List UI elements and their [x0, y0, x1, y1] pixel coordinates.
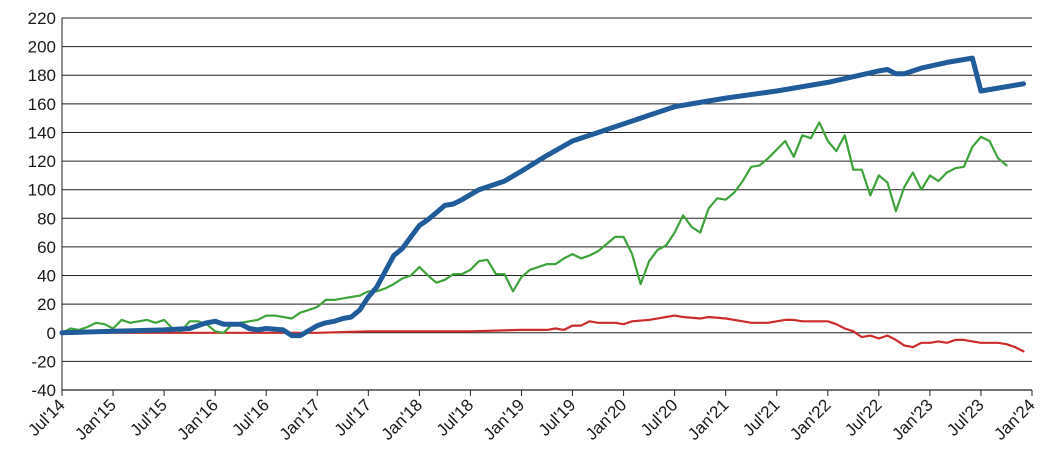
x-tick-label: Jul'23 — [943, 395, 987, 439]
x-tick-label: Jan'23 — [888, 395, 936, 443]
x-tick-label: Jul'20 — [637, 395, 681, 439]
x-tick-label: Jan'16 — [173, 395, 221, 443]
x-tick-label: Jul'21 — [739, 395, 783, 439]
y-tick-label: 0 — [47, 324, 56, 343]
x-tick-label: Jan'21 — [684, 395, 732, 443]
y-tick-label: 160 — [28, 95, 56, 114]
x-tick-label: Jan'15 — [71, 395, 119, 443]
y-tick-label: 220 — [28, 9, 56, 28]
x-tick-label: Jan'19 — [480, 395, 528, 443]
x-tick-label: Jul'15 — [126, 395, 170, 439]
x-tick-label: Jan'17 — [276, 395, 324, 443]
x-tick-label: Jul'17 — [331, 395, 375, 439]
x-tick-label: Jul'14 — [24, 395, 68, 439]
y-tick-label: -20 — [31, 352, 56, 371]
x-tick-label: Jul'19 — [535, 395, 579, 439]
x-tick-label: Jan'18 — [378, 395, 426, 443]
y-tick-label: 180 — [28, 66, 56, 85]
y-tick-label: 20 — [37, 295, 56, 314]
x-tick-label: Jan'20 — [582, 395, 630, 443]
series-line-2 — [60, 121, 1008, 334]
y-tick-label: -40 — [31, 381, 56, 400]
x-tick-label: Jul'18 — [433, 395, 477, 439]
y-tick-label: 140 — [28, 123, 56, 142]
y-tick-label: 200 — [28, 38, 56, 57]
x-axis: Jul'14 Jan'15 Jul'15 Jan'16 Jul'16 Jan'17 Jul'… — [24, 18, 1039, 444]
x-tick-label: Jul'22 — [841, 395, 885, 439]
y-tick-label: 100 — [28, 181, 56, 200]
x-tick-label: Jul'16 — [229, 395, 273, 439]
y-tick-label: 80 — [37, 209, 56, 228]
y-axis-tick-labels: -40 -20 0 20 40 60 80 100 120 140 160 180 200 220 — [28, 9, 56, 400]
y-tick-label: 120 — [28, 152, 56, 171]
y-tick-label: 40 — [37, 267, 56, 286]
gridlines — [62, 17, 1032, 391]
y-tick-label: 60 — [37, 238, 56, 257]
series-line-3 — [60, 314, 1025, 353]
series-line-1 — [59, 55, 1026, 339]
series-lines — [59, 55, 1026, 353]
x-tick-label: Jan'24 — [990, 395, 1038, 443]
x-tick-label: Jan'22 — [786, 395, 834, 443]
